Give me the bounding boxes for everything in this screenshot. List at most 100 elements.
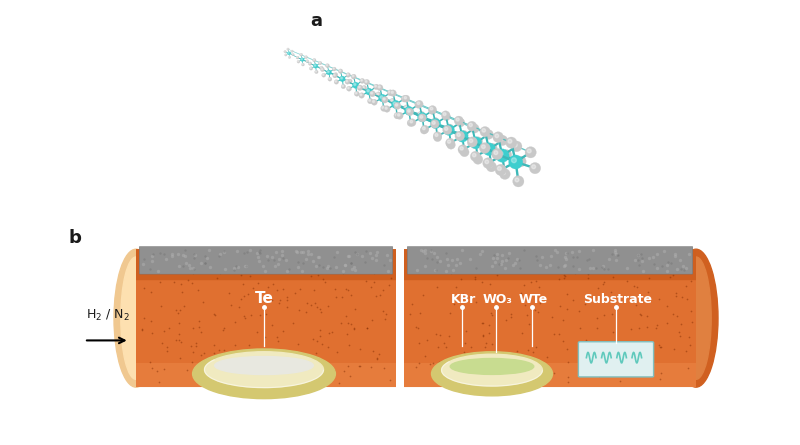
FancyBboxPatch shape [407,247,693,274]
Point [674,333,686,340]
Point [636,257,649,264]
Circle shape [455,131,465,141]
Point [186,280,198,287]
Point [315,340,328,348]
Circle shape [313,58,316,62]
Circle shape [458,145,468,154]
Point [535,253,548,260]
Point [548,247,561,254]
Point [651,264,664,271]
Point [622,366,635,373]
Point [210,275,223,282]
Point [499,257,512,264]
Point [196,299,209,306]
Point [254,312,266,319]
Point [150,367,163,374]
Point [595,264,608,271]
Point [234,295,247,302]
Point [238,314,251,321]
Ellipse shape [674,249,718,387]
Circle shape [285,54,287,56]
Point [201,254,214,261]
Circle shape [475,139,478,142]
Point [413,360,426,367]
Point [293,307,306,314]
Point [579,300,592,307]
Point [456,247,469,254]
Point [641,324,654,331]
Circle shape [359,93,365,98]
Point [610,251,623,259]
Point [676,294,689,301]
Point [460,362,473,369]
Point [559,273,572,280]
Point [534,262,546,269]
Circle shape [360,78,365,83]
Circle shape [383,98,386,100]
Point [253,248,266,255]
Point [494,351,506,358]
Point [500,316,513,324]
Point [144,317,157,324]
Point [648,251,661,258]
Point [449,358,462,365]
Point [553,259,566,266]
Point [174,306,186,313]
Point [505,310,518,317]
Circle shape [407,109,410,112]
Point [327,368,340,376]
Point [345,260,358,267]
Point [217,324,230,332]
Circle shape [380,96,382,98]
Point [138,314,150,321]
Point [642,275,655,282]
Point [645,251,658,259]
Point [309,299,322,307]
Circle shape [402,95,410,102]
Point [661,267,674,275]
Point [658,247,670,254]
Point [533,283,546,290]
Point [666,259,679,267]
Point [340,312,353,320]
Point [295,249,308,256]
Point [567,254,580,261]
Circle shape [496,149,509,162]
Point [633,342,646,349]
Point [627,283,640,290]
Circle shape [416,103,418,105]
Circle shape [328,77,332,81]
Point [522,320,535,328]
Point [364,250,377,257]
Point [476,319,489,326]
Point [172,331,185,338]
Point [495,257,508,264]
Circle shape [470,124,479,133]
Circle shape [326,70,331,75]
Point [530,252,542,259]
Point [175,280,188,287]
Point [340,285,353,292]
Circle shape [410,120,413,123]
Point [243,342,256,349]
Point [432,252,445,259]
Point [244,311,257,318]
Circle shape [394,113,401,119]
Point [207,341,220,348]
Point [261,253,274,260]
Circle shape [498,152,503,156]
Point [361,324,374,332]
Point [530,256,543,263]
Point [360,247,373,255]
Point [509,259,522,266]
Circle shape [433,119,436,122]
Circle shape [470,151,481,162]
Point [311,272,324,279]
Point [143,358,156,365]
Point [379,315,392,322]
Point [190,340,202,347]
Point [560,290,573,297]
Point [514,265,526,272]
Point [291,263,304,271]
Point [546,313,558,320]
